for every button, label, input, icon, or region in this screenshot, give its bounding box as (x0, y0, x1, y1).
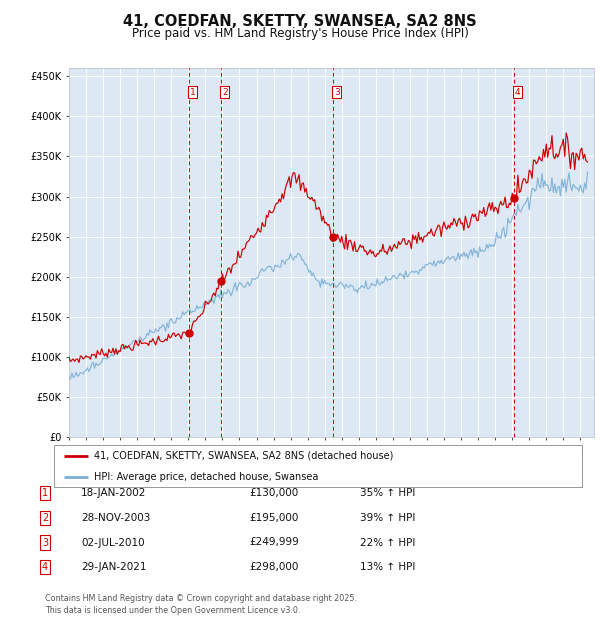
Text: Price paid vs. HM Land Registry's House Price Index (HPI): Price paid vs. HM Land Registry's House … (131, 27, 469, 40)
Text: 41, COEDFAN, SKETTY, SWANSEA, SA2 8NS (detached house): 41, COEDFAN, SKETTY, SWANSEA, SA2 8NS (d… (94, 451, 393, 461)
Text: 39% ↑ HPI: 39% ↑ HPI (360, 513, 415, 523)
Text: Contains HM Land Registry data © Crown copyright and database right 2025.
This d: Contains HM Land Registry data © Crown c… (45, 593, 357, 615)
Text: 3: 3 (334, 88, 340, 97)
Text: 18-JAN-2002: 18-JAN-2002 (81, 488, 146, 498)
Text: £249,999: £249,999 (249, 538, 299, 547)
Text: £130,000: £130,000 (249, 488, 298, 498)
Text: 41, COEDFAN, SKETTY, SWANSEA, SA2 8NS: 41, COEDFAN, SKETTY, SWANSEA, SA2 8NS (123, 14, 477, 29)
Text: 22% ↑ HPI: 22% ↑ HPI (360, 538, 415, 547)
Text: HPI: Average price, detached house, Swansea: HPI: Average price, detached house, Swan… (94, 472, 318, 482)
Text: 1: 1 (42, 488, 48, 498)
Text: £195,000: £195,000 (249, 513, 298, 523)
Text: 13% ↑ HPI: 13% ↑ HPI (360, 562, 415, 572)
Text: 4: 4 (514, 88, 520, 97)
Text: 29-JAN-2021: 29-JAN-2021 (81, 562, 146, 572)
Text: 28-NOV-2003: 28-NOV-2003 (81, 513, 151, 523)
Text: 2: 2 (222, 88, 227, 97)
Text: 2: 2 (42, 513, 48, 523)
Text: 4: 4 (42, 562, 48, 572)
Text: 3: 3 (42, 538, 48, 547)
Text: 35% ↑ HPI: 35% ↑ HPI (360, 488, 415, 498)
Text: 02-JUL-2010: 02-JUL-2010 (81, 538, 145, 547)
Text: £298,000: £298,000 (249, 562, 298, 572)
Text: 1: 1 (190, 88, 196, 97)
